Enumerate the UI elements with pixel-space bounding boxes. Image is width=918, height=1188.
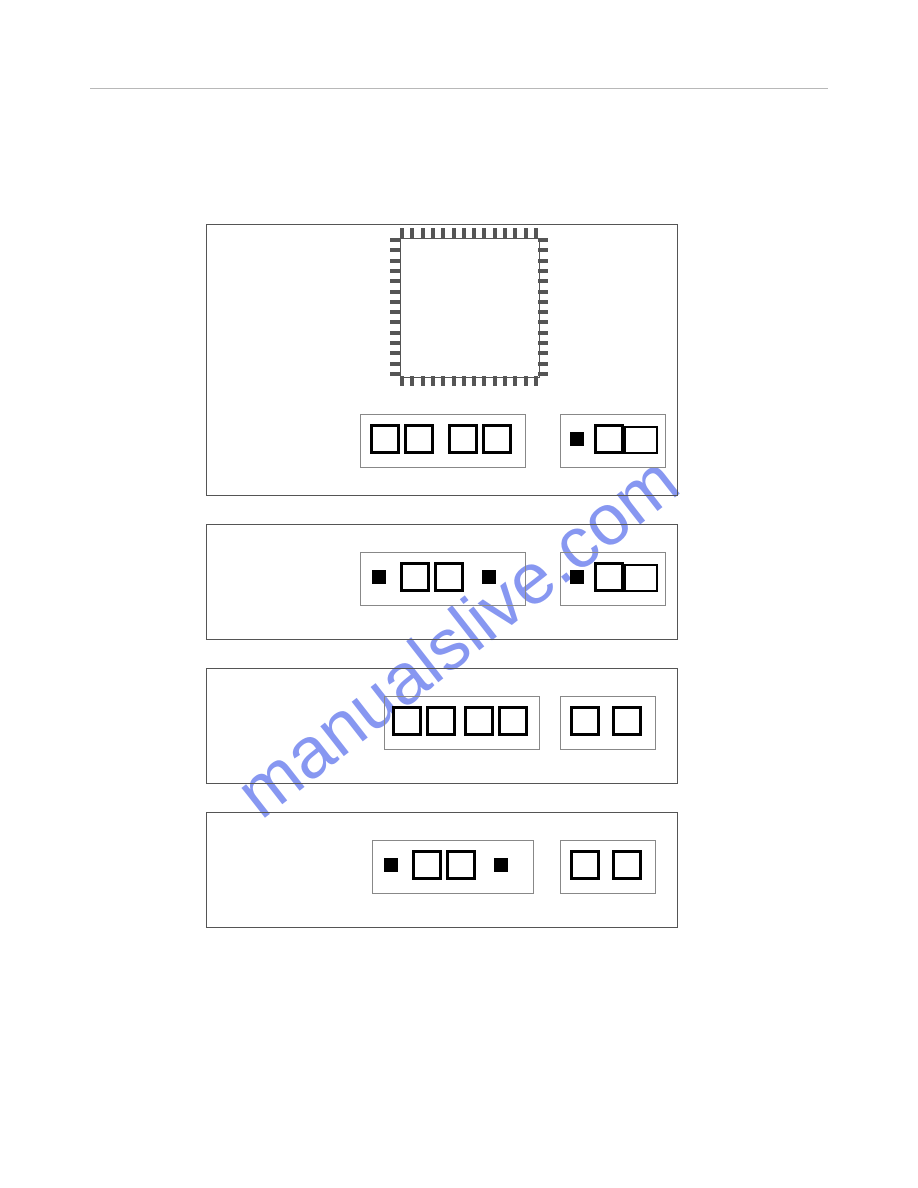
connector-hollow [370,424,400,454]
chip-pin [503,228,507,238]
connector-hollow [570,850,600,880]
chip-pin [410,376,414,386]
chip-pin [390,238,400,242]
chip-pin [462,376,466,386]
chip-pin [538,372,548,376]
chip-pin [538,259,548,263]
chip-pin [390,269,400,273]
connector-hollow [412,850,442,880]
chip-pin [441,228,445,238]
chip-pin [538,310,548,314]
chip-pin [462,228,466,238]
chip-pin [493,376,497,386]
chip-pin [390,279,400,283]
chip-pin [524,228,528,238]
chip-pin [421,228,425,238]
chip-pin [493,228,497,238]
chip-pin [421,376,425,386]
connector-hollow [570,706,600,736]
chip-pin [538,238,548,242]
chip-pin [390,362,400,366]
chip-pin [472,376,476,386]
chip-pin [452,376,456,386]
connector-hollow [448,424,478,454]
chip-pin [390,259,400,263]
connector-hollow [392,706,422,736]
chip-pin [538,290,548,294]
connector-solid [482,570,496,584]
chip-pin [441,376,445,386]
chip-pin [538,279,548,283]
chip-pin [390,310,400,314]
connector-solid [384,858,398,872]
chip-pin [431,228,435,238]
connector-hollow [498,706,528,736]
connector-outline [624,564,658,592]
chip-pin [538,351,548,355]
chip-pin [524,376,528,386]
connector-hollow [594,424,624,454]
chip-pin [400,228,404,238]
connector-hollow [426,706,456,736]
connector-solid [570,570,584,584]
chip-pin [538,320,548,324]
chip-pin [534,376,538,386]
chip-pin [538,362,548,366]
connector-hollow [464,706,494,736]
connector-hollow [400,562,430,592]
connector-hollow [612,850,642,880]
chip-pin [538,341,548,345]
connector-hollow [612,706,642,736]
connector-outline [624,426,658,454]
chip-pin [390,300,400,304]
header-divider [90,88,828,89]
chip-pin [390,351,400,355]
connector-solid [372,570,386,584]
connector-hollow [446,850,476,880]
chip-pin [538,248,548,252]
chip-pin [482,376,486,386]
chip-pin [400,376,404,386]
chip-pin [390,248,400,252]
chip-pin [538,300,548,304]
chip-pin [534,228,538,238]
chip-pin [390,290,400,294]
chip-pin [513,376,517,386]
connector-hollow [482,424,512,454]
chip-pin [390,372,400,376]
chip-pin [390,320,400,324]
chip-pin [482,228,486,238]
chip-pin [503,376,507,386]
chip-pin [390,341,400,345]
page: manualslive.com [0,0,918,1188]
chip-pin [472,228,476,238]
chip-pin [410,228,414,238]
chip-pin [431,376,435,386]
chip-body [400,238,540,378]
chip-pin [452,228,456,238]
chip-pin [538,331,548,335]
connector-hollow [594,562,624,592]
chip-pin [390,331,400,335]
chip-pin [538,269,548,273]
connector-solid [494,858,508,872]
connector-hollow [404,424,434,454]
connector-hollow [434,562,464,592]
connector-solid [570,432,584,446]
chip-pin [513,228,517,238]
